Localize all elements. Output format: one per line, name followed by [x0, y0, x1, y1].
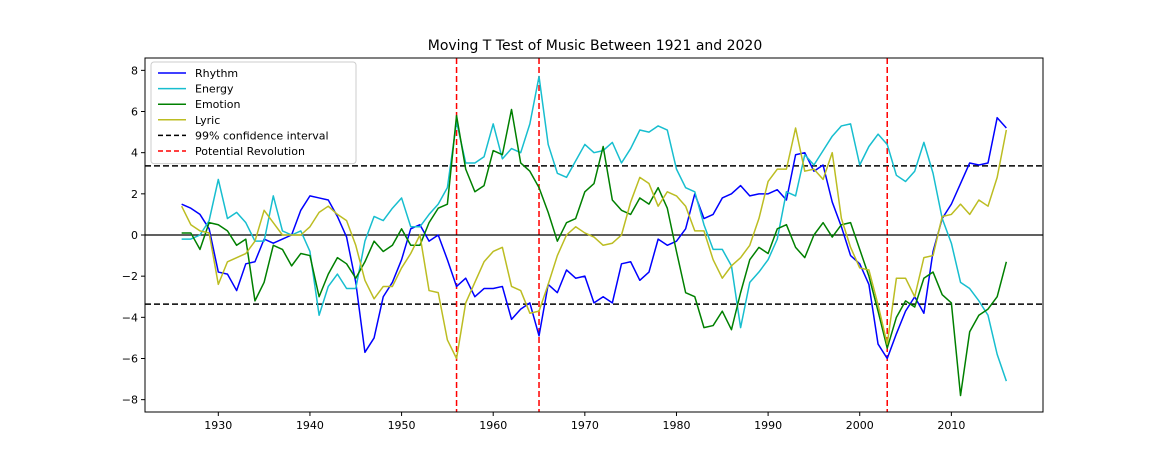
y-axis: −8 −6 −4 −2 0 2 4 6 8: [122, 64, 145, 407]
x-tick-label: 1970: [571, 419, 599, 432]
y-tick-label: −2: [122, 270, 138, 283]
legend: Rhythm Energy Emotion Lyric 99% confidence i…: [150, 61, 357, 165]
x-tick-label: 1940: [296, 419, 324, 432]
x-tick-label: 1980: [662, 419, 690, 432]
series-line-energy: [181, 75, 1008, 382]
y-tick-label: 2: [131, 188, 138, 201]
y-tick-label: −6: [122, 352, 138, 365]
y-tick-label: 4: [131, 147, 138, 160]
x-tick-label: 2000: [846, 419, 874, 432]
plot-area: [145, 58, 1043, 412]
legend-entry-label: Lyric: [195, 114, 220, 127]
y-tick-label: 0: [131, 229, 138, 242]
x-tick-label: 2010: [937, 419, 965, 432]
legend-entry-label: 99% confidence interval: [195, 129, 329, 142]
series-line-rhythm: [181, 116, 1007, 360]
series-line-lyric: [180, 127, 1008, 360]
y-tick-label: 6: [131, 106, 138, 119]
legend-entry-label: Rhythm: [195, 67, 238, 80]
series-line-emotion: [181, 108, 1008, 397]
chart-title: Moving T Test of Music Between 1921 and …: [428, 38, 762, 54]
x-axis: 1930 1940 1950 1960 1970 1980 1990 2000 2010: [204, 412, 965, 432]
x-tick-label: 1950: [388, 419, 416, 432]
legend-entry-label: Emotion: [195, 98, 240, 111]
x-tick-label: 1960: [479, 419, 507, 432]
x-tick-label: 1990: [754, 419, 782, 432]
x-tick-label: 1930: [204, 419, 232, 432]
legend-box: [150, 61, 357, 165]
y-tick-label: −4: [122, 311, 138, 324]
legend-entry-label: Energy: [195, 83, 234, 96]
y-tick-label: −8: [122, 394, 138, 407]
legend-entry-label: Potential Revolution: [195, 145, 305, 158]
y-tick-label: 8: [131, 64, 138, 77]
